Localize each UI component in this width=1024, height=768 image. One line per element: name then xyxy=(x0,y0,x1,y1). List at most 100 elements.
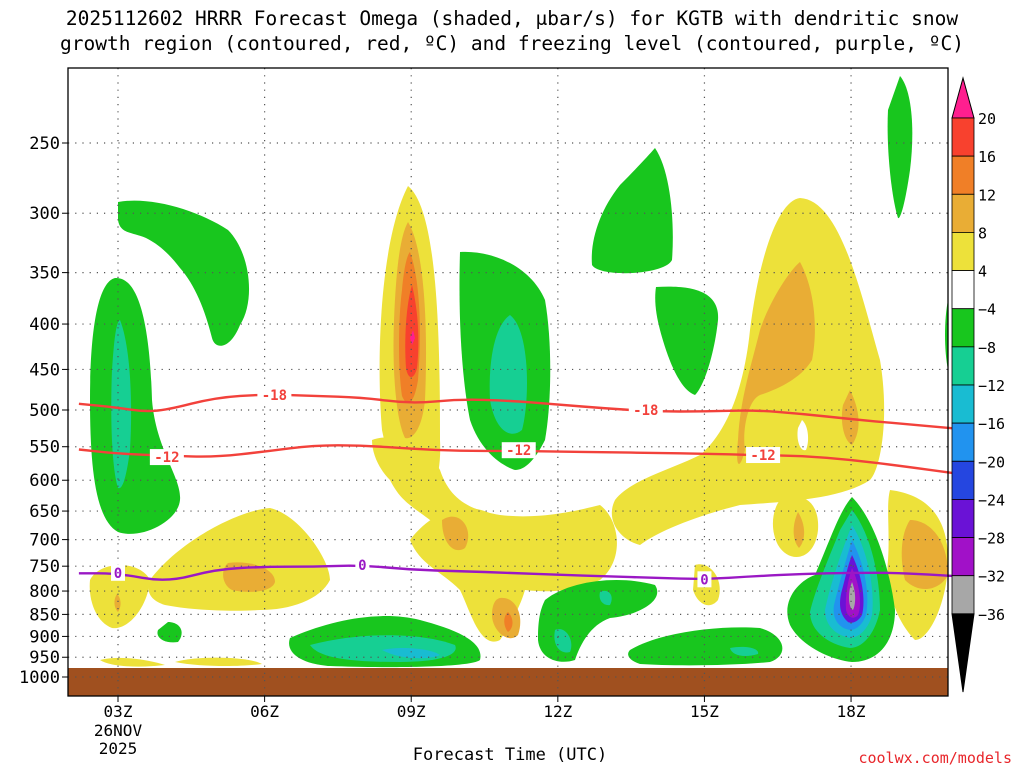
surface-ground xyxy=(68,668,948,696)
x-tick-label: 15Z xyxy=(690,702,719,721)
plot-frame xyxy=(67,67,949,697)
omega-region-descent xyxy=(114,594,121,612)
x-tick-label: 12Z xyxy=(543,702,572,721)
omega-region-ascent xyxy=(554,629,572,653)
contour-label-bg xyxy=(746,447,781,464)
omega-region-descent xyxy=(611,198,885,545)
colorbar-top-triangle xyxy=(951,76,975,119)
colorbar-segment xyxy=(951,232,975,271)
credit-link[interactable]: coolwx.com/models xyxy=(858,749,1012,767)
colorbar-bottom-triangle xyxy=(951,613,975,693)
omega-region-ascent xyxy=(489,315,527,434)
contour-label-bg xyxy=(149,449,184,466)
y-tick-label: 450 xyxy=(29,360,60,380)
omega-region-descent xyxy=(223,562,275,592)
y-tick-label: 800 xyxy=(29,582,60,602)
colorbar-segment xyxy=(951,155,975,195)
y-tick-label: 550 xyxy=(29,438,60,458)
omega-region-descent xyxy=(737,262,815,464)
omega-region-ascent xyxy=(118,200,250,346)
contour-label: -12 xyxy=(154,450,179,466)
x-tick-label: 18Z xyxy=(837,702,866,721)
y-tick-label: 900 xyxy=(29,627,60,647)
contour-label: -12 xyxy=(506,443,531,459)
omega-region-descent xyxy=(841,390,859,445)
omega-region-ascent xyxy=(730,646,759,656)
colorbar-label: −4 xyxy=(978,301,996,319)
colorbar-segment xyxy=(951,308,975,348)
omega-region-descent xyxy=(148,508,330,611)
colorbar: 20 16 12 8 4 −4 −8 −12 −16 −20 −24 −28 −32 −36 xyxy=(951,76,1005,693)
omega-region-descent xyxy=(175,657,262,667)
colorbar-segment xyxy=(951,384,975,424)
colorbar-segment xyxy=(951,346,975,386)
y-tick-label: 650 xyxy=(29,502,60,522)
contour-labels: -18 -18 -12 -12 -12 0 0 0 xyxy=(111,387,781,588)
chart-title: 2025112602 HRRR Forecast Omega (shaded, … xyxy=(0,6,1024,56)
omega-region-ascent xyxy=(628,627,783,666)
x-tick-date: 26NOV xyxy=(94,721,143,740)
colorbar-segment xyxy=(951,460,975,500)
title-line-2: growth region (contoured, red, ºC) and f… xyxy=(60,32,964,55)
y-tick-label: 600 xyxy=(29,471,60,491)
colorbar-segment xyxy=(951,575,975,615)
x-tick-label: 06Z xyxy=(250,702,279,721)
title-line-1: 2025112602 HRRR Forecast Omega (shaded, … xyxy=(65,7,959,30)
omega-shading-layer xyxy=(68,76,948,696)
omega-region-ascent xyxy=(849,582,856,610)
omega-region-descent xyxy=(100,657,165,667)
colorbar-label: −32 xyxy=(978,568,1005,586)
colorbar-label: 8 xyxy=(978,224,987,242)
x-tick-label: 09Z xyxy=(397,702,426,721)
colorbar-label: −16 xyxy=(978,415,1005,433)
y-tick-label: 750 xyxy=(29,557,60,577)
contour-label-bg xyxy=(257,387,292,404)
omega-region-descent xyxy=(901,520,948,590)
colorbar-segment xyxy=(951,499,975,538)
colorbar-segment xyxy=(951,537,975,577)
colorbar-segment xyxy=(951,117,975,157)
contour-line xyxy=(78,393,959,430)
colorbar-segment xyxy=(951,193,975,233)
contour-label: 0 xyxy=(700,572,708,588)
omega-region-descent xyxy=(89,565,150,629)
omega-region-descent xyxy=(797,420,809,451)
colorbar-label: −28 xyxy=(978,530,1005,548)
contour-label: -18 xyxy=(262,388,287,404)
omega-region-descent xyxy=(504,612,513,632)
colorbar-label: 4 xyxy=(978,263,987,281)
colorbar-label: −8 xyxy=(978,339,996,357)
omega-region-ascent xyxy=(591,148,673,274)
omega-region-descent xyxy=(410,330,415,345)
contour-label-bg xyxy=(697,571,712,588)
colorbar-label: −24 xyxy=(978,491,1005,509)
y-tick-label: 300 xyxy=(29,204,60,224)
colorbar-segment xyxy=(951,270,975,310)
pressure-axis: 2503003504004505005506006507007508008509… xyxy=(19,134,68,688)
y-tick-label: 250 xyxy=(29,134,60,154)
omega-region-ascent xyxy=(655,286,719,395)
omega-region-ascent xyxy=(382,647,440,659)
omega-region-descent xyxy=(372,437,617,592)
colorbar-segment xyxy=(951,422,975,462)
y-tick-label: 700 xyxy=(29,531,60,551)
omega-region-descent xyxy=(405,285,419,377)
omega-region-descent xyxy=(793,512,805,548)
contour-label-bg xyxy=(111,564,125,581)
contour-label-bg xyxy=(501,442,536,459)
y-tick-label: 500 xyxy=(29,401,60,421)
y-tick-label: 1000 xyxy=(19,668,60,688)
x-tick-year: 2025 xyxy=(99,739,138,758)
contour-label: 0 xyxy=(358,558,366,574)
y-tick-label: 950 xyxy=(29,648,60,668)
x-tick-label: 03Z xyxy=(104,702,133,721)
colorbar-label: 12 xyxy=(978,186,996,204)
contour-label-bg xyxy=(628,402,663,418)
omega-region-ascent xyxy=(887,76,913,219)
colorbar-label: 20 xyxy=(978,110,996,128)
contour-label: -12 xyxy=(750,448,775,464)
omega-region-descent xyxy=(442,516,469,551)
colorbar-label: −12 xyxy=(978,377,1005,395)
y-tick-label: 350 xyxy=(29,264,60,284)
